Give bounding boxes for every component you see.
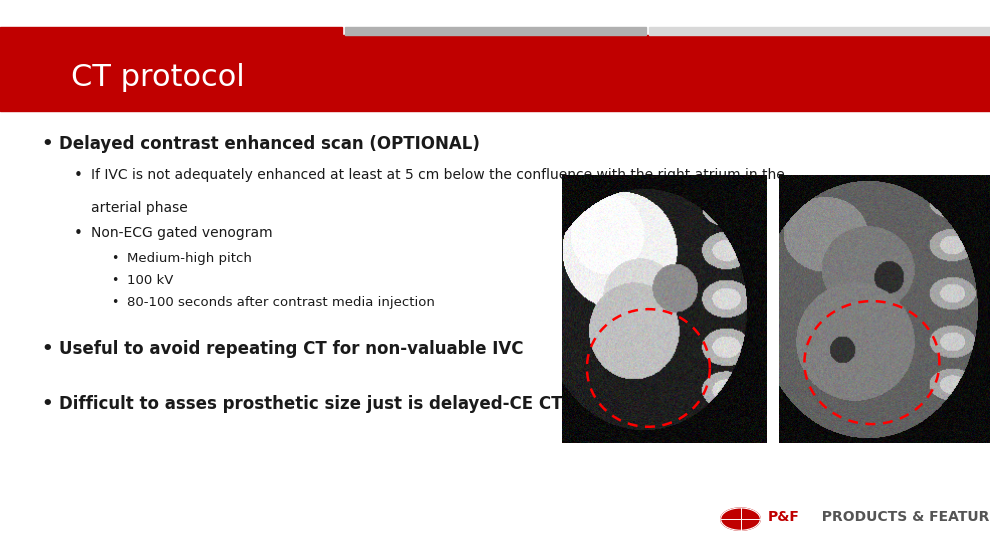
Text: •: • [74, 226, 83, 241]
Text: •: • [42, 340, 53, 358]
Text: 80-100 seconds after contrast media injection: 80-100 seconds after contrast media inje… [127, 296, 435, 309]
Bar [0, 27, 342, 35]
Text: Non-ECG gated venogram: Non-ECG gated venogram [91, 226, 272, 240]
Text: PRODUCTS & FEATURES: PRODUCTS & FEATURES [812, 510, 990, 524]
Text: If IVC is not adequately enhanced at least at 5 cm below the confluence with the: If IVC is not adequately enhanced at lea… [91, 168, 785, 182]
Circle shape [721, 508, 760, 530]
Text: Delayed contrast enhanced scan (OPTIONAL): Delayed contrast enhanced scan (OPTIONAL… [59, 135, 480, 153]
Text: Medium-high pitch: Medium-high pitch [127, 252, 251, 265]
Text: CT protocol: CT protocol [71, 63, 246, 92]
Bar [345, 27, 646, 35]
Bar [0, 35, 990, 111]
Text: •: • [111, 296, 118, 309]
Text: Difficult to asses prosthetic size just is delayed-CE CT: Difficult to asses prosthetic size just … [59, 395, 563, 413]
Text: Useful to avoid repeating CT for non-valuable IVC: Useful to avoid repeating CT for non-val… [59, 340, 524, 358]
Text: •: • [42, 135, 53, 153]
Text: 100 kV: 100 kV [127, 274, 173, 287]
Text: •: • [111, 274, 118, 287]
Text: •: • [42, 395, 53, 413]
Bar [649, 27, 990, 35]
Text: •: • [111, 252, 118, 265]
Text: •: • [74, 168, 83, 183]
Text: P&F: P&F [768, 510, 800, 524]
Text: arterial phase: arterial phase [91, 201, 188, 214]
